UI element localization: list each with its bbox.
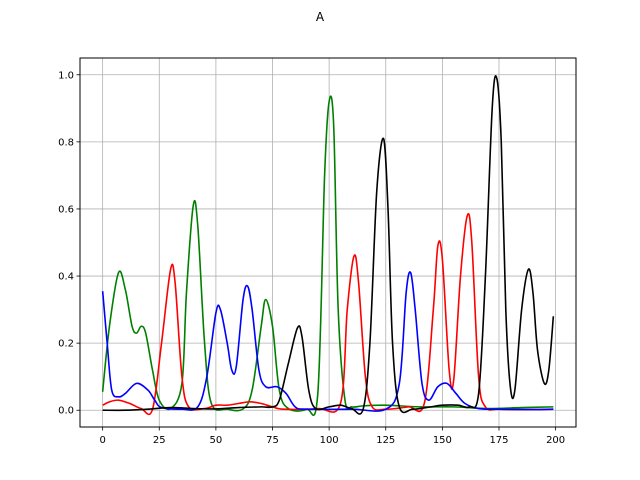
series-lines [101,75,555,417]
x-tick-label: 75 [266,435,279,446]
x-tick-label: 200 [546,435,565,446]
x-axis: 0 25 50 75 100 125 150 175 200 [99,427,565,446]
grid-lines [80,58,576,427]
y-tick-label: 0.0 [58,406,74,417]
plot-frame [79,57,577,428]
y-tick-label: 1.0 [58,70,74,81]
x-tick-label: 100 [320,435,339,446]
x-tick-label: 50 [210,435,223,446]
series-line-black [102,75,555,415]
y-tick-label: 0.2 [58,339,74,350]
chart-title: A [316,10,325,24]
y-tick-label: 0.6 [58,204,74,215]
y-axis: 0.0 0.2 0.4 0.6 0.8 1.0 [58,70,80,417]
x-tick-label: 25 [153,435,166,446]
x-tick-label: 175 [489,435,508,446]
x-tick-label: 125 [376,435,395,446]
x-tick-label: 0 [99,435,105,446]
series-line-red [102,212,554,416]
series-line-green [101,95,554,417]
x-tick-label: 150 [433,435,452,446]
y-tick-label: 0.4 [58,272,74,283]
y-tick-label: 0.8 [58,137,74,148]
series-line-blue [101,271,554,412]
